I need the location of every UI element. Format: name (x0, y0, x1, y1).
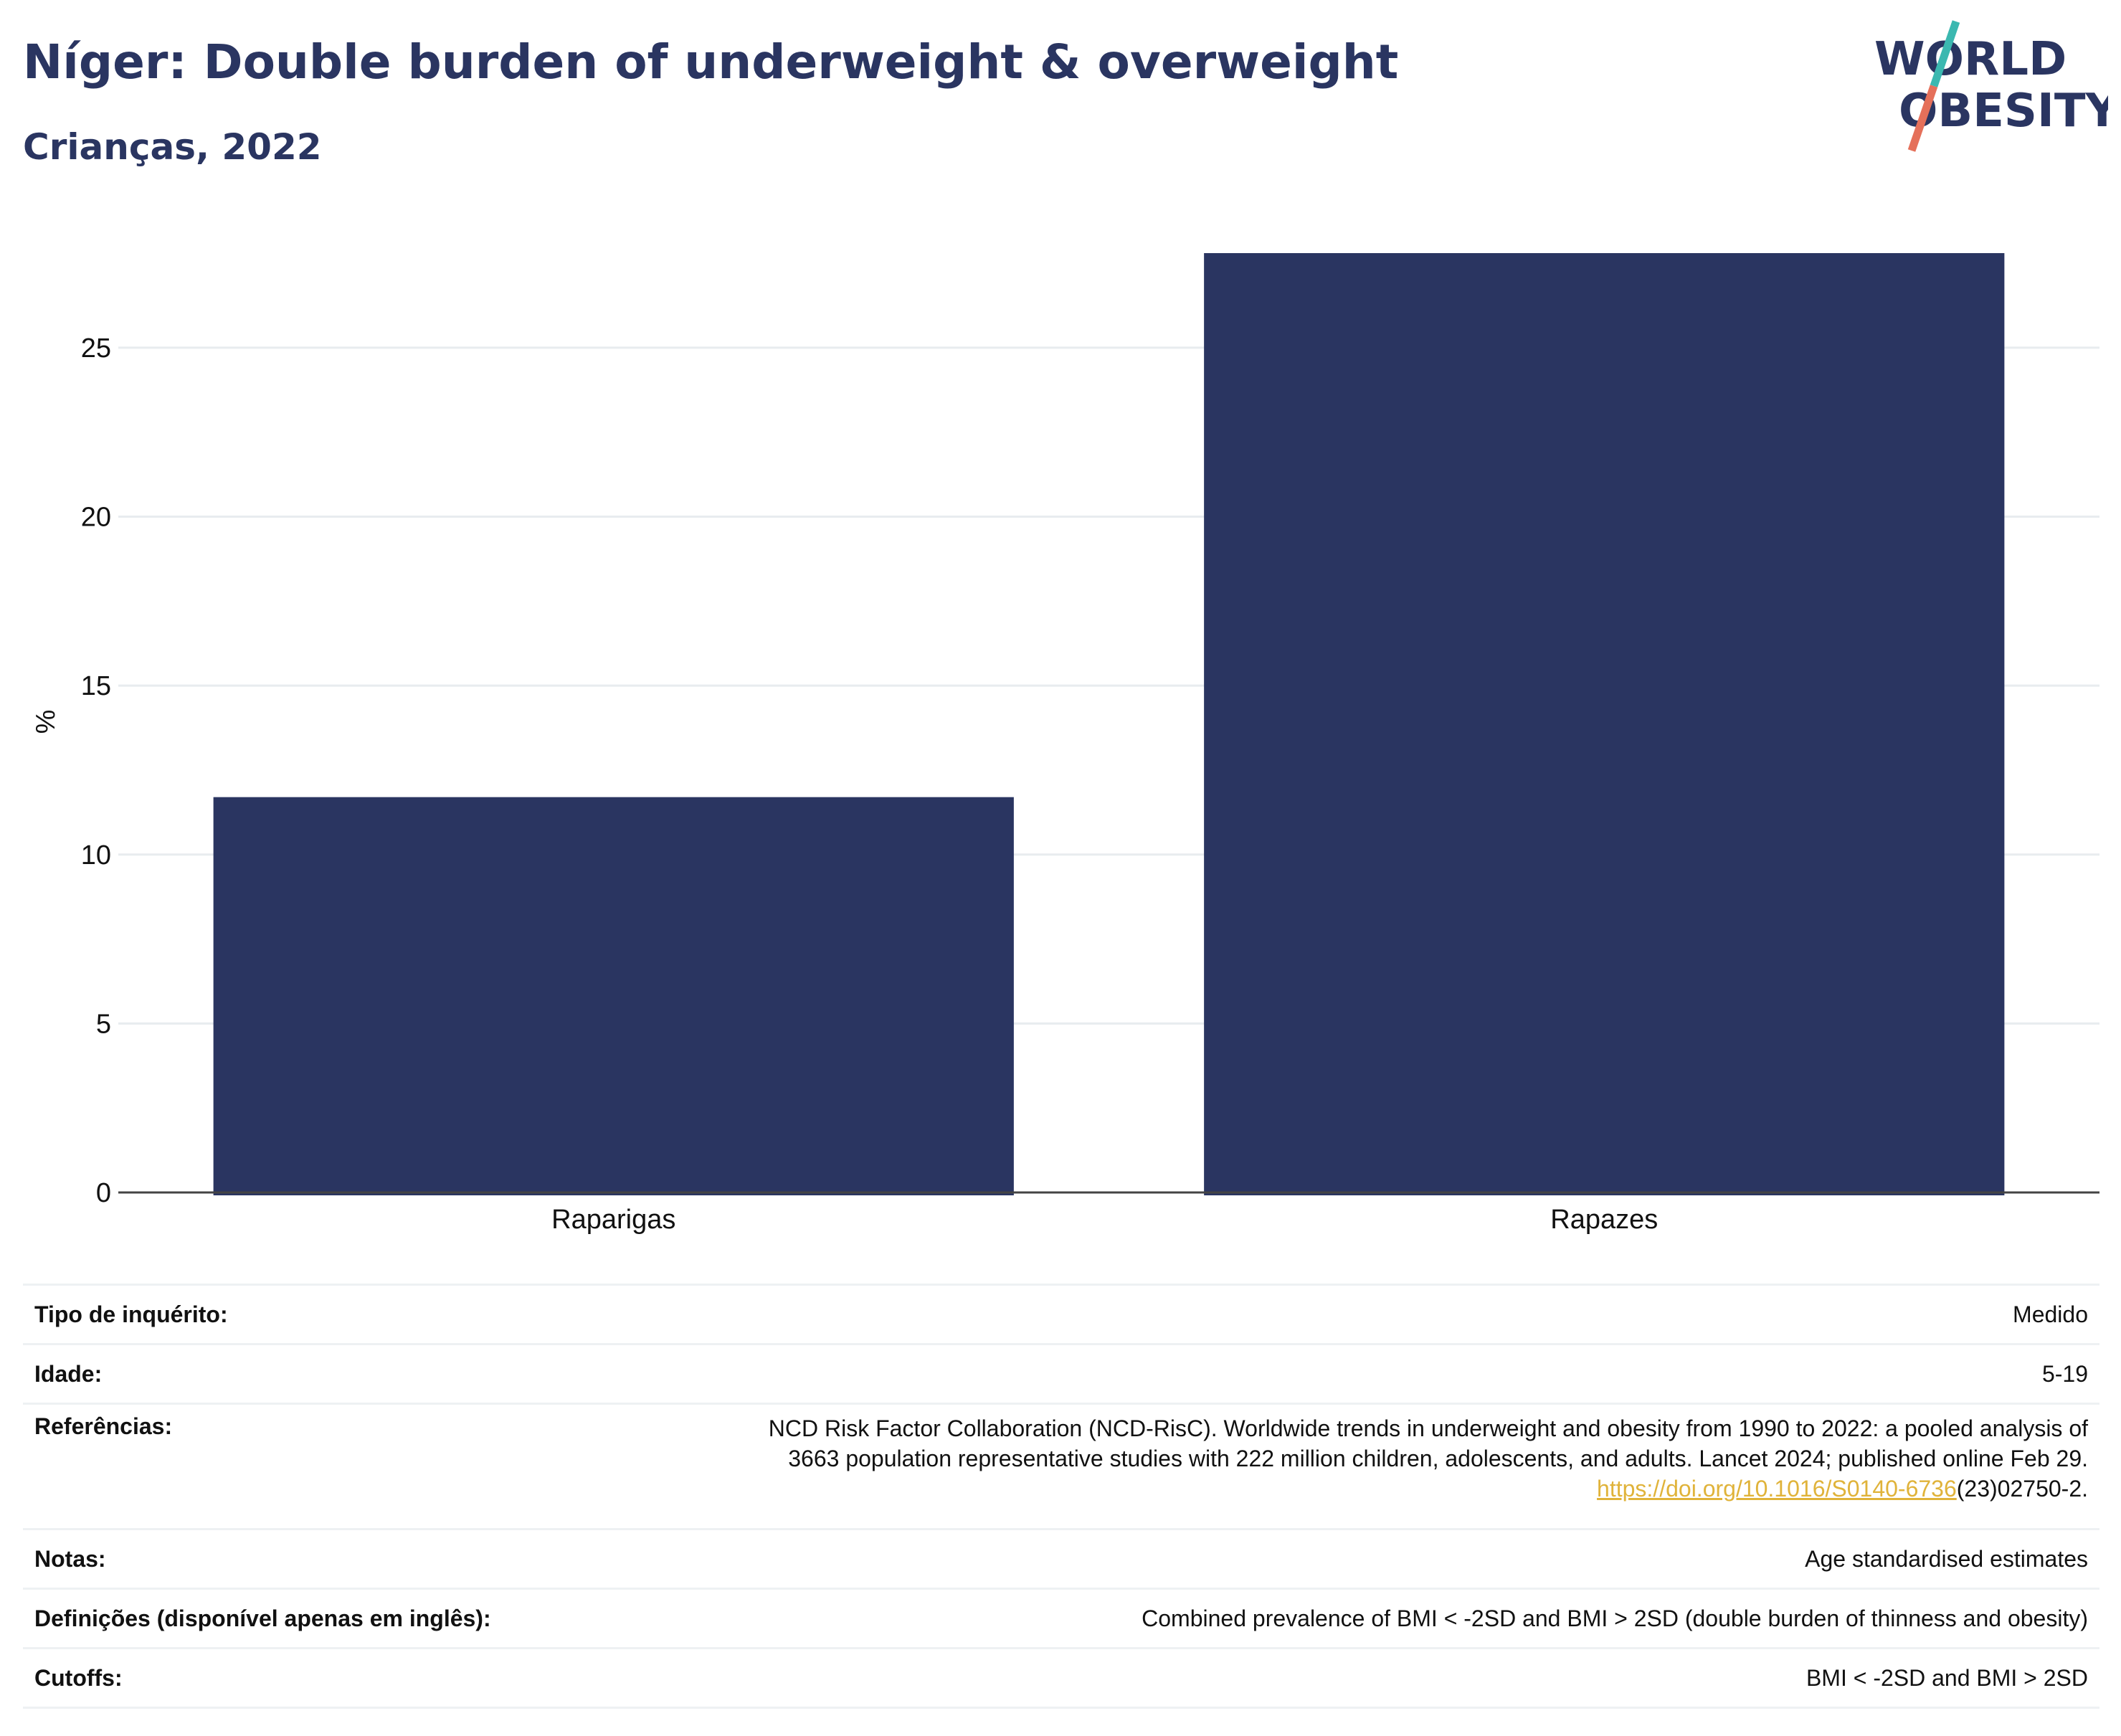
age-value: 5-19 (2041, 1361, 2088, 1387)
age-row: Idade: 5-19 (23, 1344, 2099, 1404)
definitions-value: Combined prevalence of BMI < -2SD and BM… (1142, 1605, 2088, 1631)
references-line-1: NCD Risk Factor Collaboration (NCD-RisC)… (768, 1415, 2088, 1441)
survey-type-value: Medido (2013, 1301, 2088, 1327)
logo-word-world: WORLD (1874, 33, 2067, 86)
definitions-label: Definições (disponível apenas em inglês)… (34, 1605, 491, 1631)
cutoffs-row: Cutoffs: BMI < -2SD and BMI > 2SD (23, 1648, 2099, 1708)
y-tick-label: 0 (96, 1178, 111, 1208)
y-tick-label: 5 (96, 1009, 111, 1039)
logo-slash-bottom (1907, 85, 1938, 152)
bars (213, 252, 2005, 1195)
bar-chart: 0 5 10 15 20 25 Raparigas Rapazes % (31, 252, 2099, 1235)
survey-type-label: Tipo de inquérito: (34, 1301, 228, 1327)
notes-label: Notas: (34, 1545, 106, 1572)
metadata-table: Tipo de inquérito: Medido Idade: 5-19 Re… (23, 1284, 2099, 1709)
world-obesity-logo: WORLD OBESITY (1864, 20, 2108, 156)
doi-suffix: (23)02750-2. (1956, 1476, 2088, 1502)
chart-title: Níger: Double burden of underweight & ov… (23, 34, 1399, 90)
bar (213, 797, 1014, 1195)
y-tick-label: 10 (81, 840, 111, 871)
cutoffs-label: Cutoffs: (34, 1664, 123, 1691)
references-value: NCD Risk Factor Collaboration (NCD-RisC)… (691, 1404, 2099, 1529)
doi-link[interactable]: https://doi.org/10.1016/S0140-6736 (1597, 1476, 1957, 1502)
y-tick-label: 25 (81, 333, 111, 364)
notes-row: Notas: Age standardised estimates (23, 1529, 2099, 1589)
axes: 0 5 10 15 20 25 Raparigas Rapazes (81, 333, 2099, 1235)
chart-subtitle: Crianças, 2022 (23, 126, 322, 168)
survey-type-row: Tipo de inquérito: Medido (23, 1284, 2099, 1344)
x-tick-label: Rapazes (1550, 1205, 1658, 1235)
cutoffs-value: BMI < -2SD and BMI > 2SD (1806, 1665, 2088, 1691)
references-row: Referências: NCD Risk Factor Collaborati… (23, 1403, 2099, 1529)
logo-slash-top (1930, 20, 1960, 87)
x-tick-label: Raparigas (551, 1205, 675, 1235)
notes-value: Age standardised estimates (1805, 1546, 2088, 1572)
y-tick-label: 20 (81, 503, 111, 533)
y-tick-label: 15 (81, 671, 111, 701)
y-axis-title: % (31, 710, 61, 734)
definitions-row: Definições (disponível apenas em inglês)… (23, 1588, 2099, 1649)
references-line-2: 3663 population representative studies w… (788, 1446, 2088, 1471)
references-label: Referências: (34, 1413, 173, 1439)
bar (1204, 252, 2005, 1195)
age-label: Idade: (34, 1360, 103, 1387)
